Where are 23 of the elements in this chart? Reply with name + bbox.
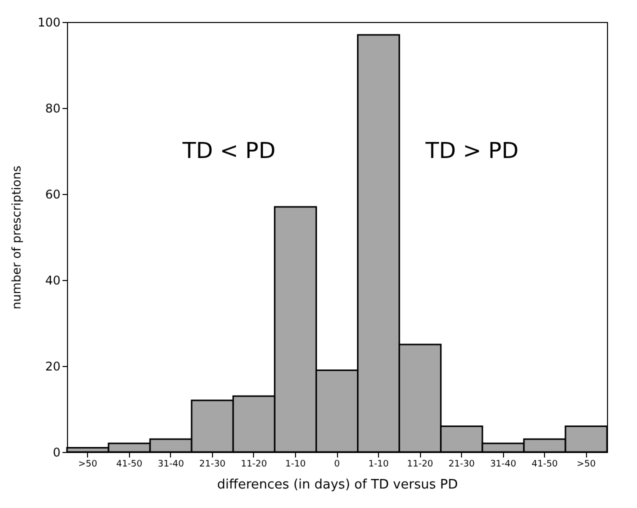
y-tick-label: 60 xyxy=(45,188,60,202)
x-tick-label: 0 xyxy=(334,460,340,470)
x-tick-label: 31-40 xyxy=(490,460,516,470)
x-tick-label: >50 xyxy=(576,460,596,470)
x-tick-label: 41-50 xyxy=(532,460,558,470)
y-tick-label: 40 xyxy=(45,274,60,288)
x-axis-title: differences (in days) of TD versus PD xyxy=(217,478,458,492)
x-tick-label: 11-20 xyxy=(407,460,434,470)
y-tick-label: 100 xyxy=(38,16,60,30)
x-tick-label: 31-40 xyxy=(158,460,184,470)
x-tick-label: 1-10 xyxy=(285,460,306,470)
x-tick-label: 11-20 xyxy=(240,460,268,470)
annotation: TD < PD xyxy=(181,139,276,164)
x-tick-label: 1-10 xyxy=(368,460,390,470)
x-tick-label: >50 xyxy=(78,460,98,470)
x-tick-label: 41-50 xyxy=(116,460,143,470)
annotation: TD > PD xyxy=(424,139,519,164)
y-tick-label: 80 xyxy=(45,102,60,116)
x-tick-label: 21-30 xyxy=(199,460,226,470)
y-axis-title: number of prescriptions xyxy=(10,166,24,310)
x-tick-label: 21-30 xyxy=(448,460,475,470)
y-tick-label: 20 xyxy=(45,360,60,374)
y-tick-label: 0 xyxy=(52,446,60,460)
